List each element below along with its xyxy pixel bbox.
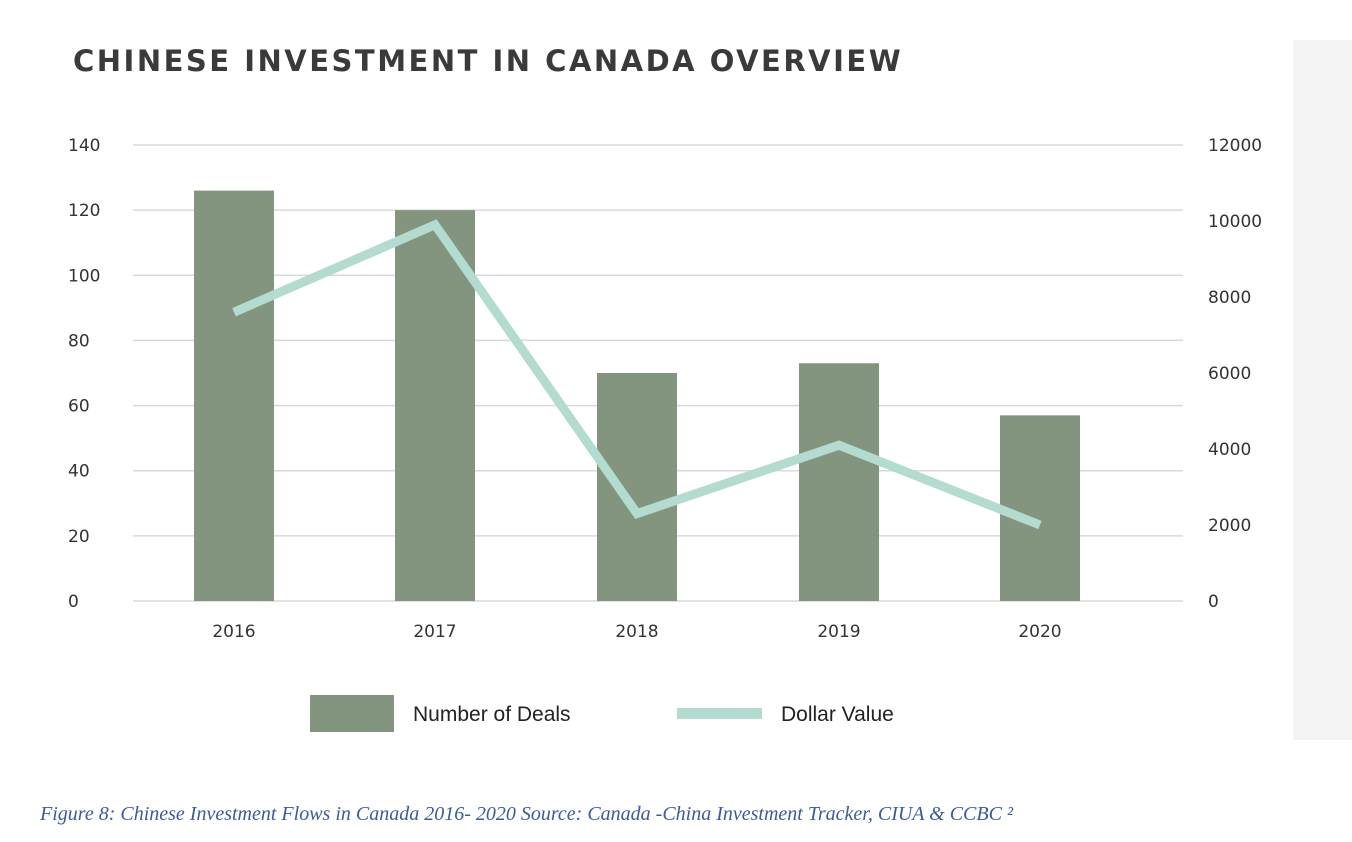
chart-title: CHINESE INVESTMENT IN CANADA OVERVIEW xyxy=(73,44,904,78)
x-tick-label: 2017 xyxy=(413,622,456,642)
line-series xyxy=(232,219,1042,530)
right-tick-label: 4000 xyxy=(1208,440,1251,460)
left-tick-label: 40 xyxy=(68,462,90,482)
right-tick-label: 0 xyxy=(1208,592,1219,612)
left-tick-label: 60 xyxy=(68,397,90,417)
right-tick-label: 2000 xyxy=(1208,516,1251,536)
right-tick-label: 10000 xyxy=(1208,212,1262,232)
x-axis: 2016 2017 2018 2019 2020 xyxy=(212,622,1061,642)
legend: Number of Deals Dollar Value xyxy=(310,695,894,732)
left-tick-label: 100 xyxy=(68,266,100,286)
left-tick-label: 120 xyxy=(68,201,100,221)
bar-2016 xyxy=(194,190,274,601)
legend-label-deals: Number of Deals xyxy=(413,703,571,726)
left-tick-label: 0 xyxy=(68,592,79,612)
x-tick-label: 2016 xyxy=(212,622,255,642)
right-axis: 0 2000 4000 6000 8000 10000 12000 xyxy=(1208,136,1262,612)
legend-label-dollar: Dollar Value xyxy=(781,703,894,726)
legend-swatch-deals xyxy=(310,695,394,732)
left-tick-label: 140 xyxy=(68,136,100,156)
right-tick-label: 8000 xyxy=(1208,288,1251,308)
left-axis: 0 20 40 60 80 100 120 140 xyxy=(68,136,100,612)
x-tick-label: 2020 xyxy=(1018,622,1061,642)
x-tick-label: 2019 xyxy=(817,622,860,642)
right-tick-label: 12000 xyxy=(1208,136,1262,156)
bar-2020 xyxy=(1000,415,1080,601)
bar-2017 xyxy=(395,210,475,601)
figure-caption: Figure 8: Chinese Investment Flows in Ca… xyxy=(40,803,1013,825)
chart: 0 20 40 60 80 100 120 140 0 2000 4000 6000 8000 1000… xyxy=(68,136,1262,732)
right-tick-label: 6000 xyxy=(1208,364,1251,384)
bar-2018 xyxy=(597,373,677,601)
left-tick-label: 20 xyxy=(68,527,90,547)
bars xyxy=(194,190,1080,601)
x-tick-label: 2018 xyxy=(615,622,658,642)
page-edge-shadow xyxy=(1293,40,1352,740)
left-tick-label: 80 xyxy=(68,331,90,351)
bar-2019 xyxy=(799,363,879,601)
legend-swatch-dollar xyxy=(677,708,762,719)
